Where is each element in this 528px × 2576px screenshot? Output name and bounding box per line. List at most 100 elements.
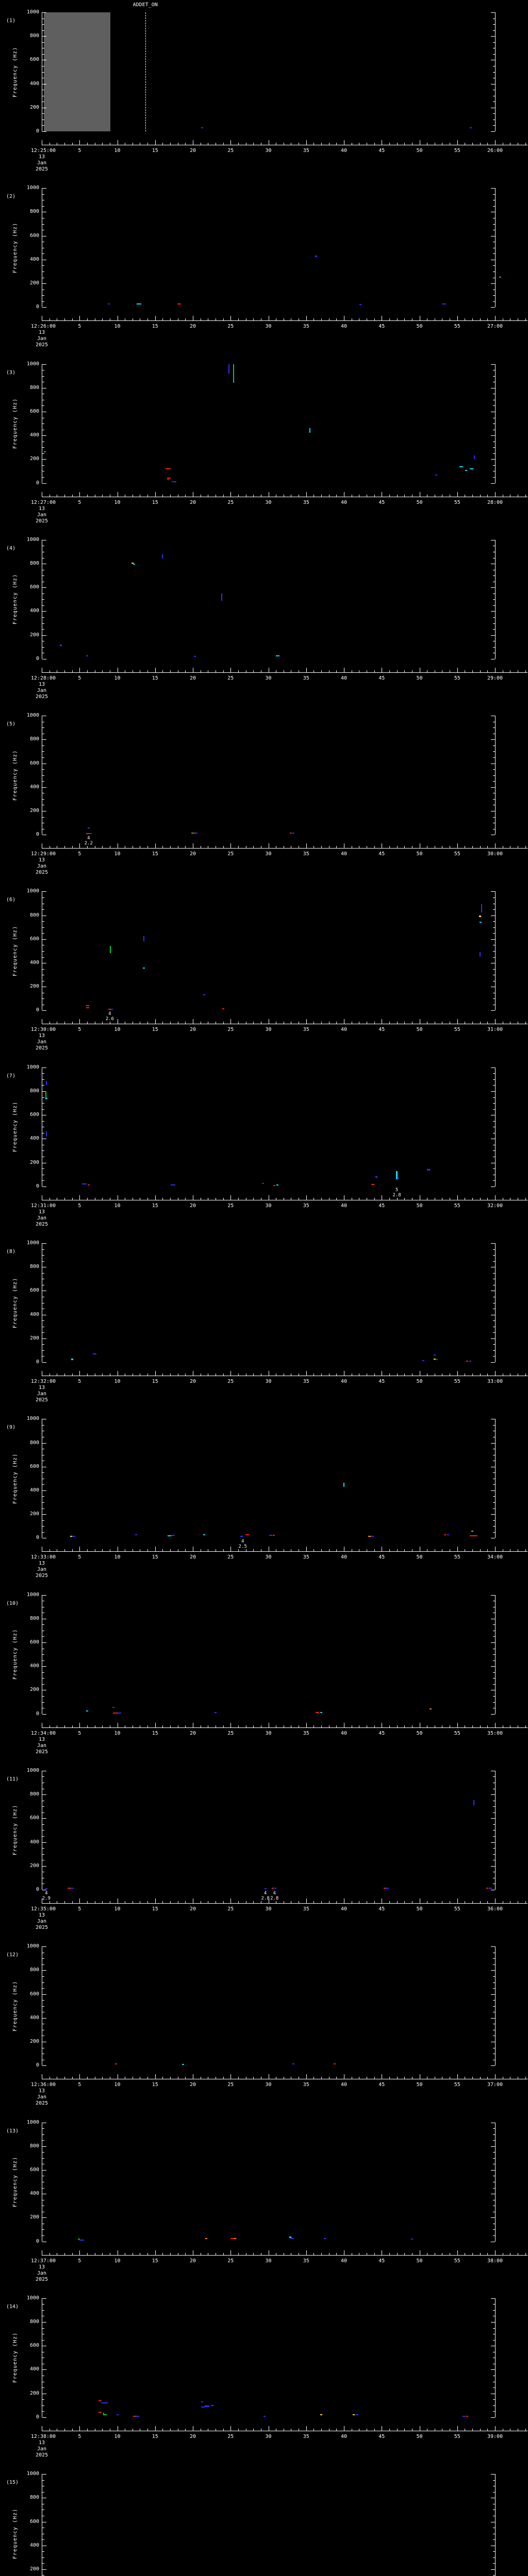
y-tick bbox=[493, 1484, 495, 1485]
x-tick bbox=[306, 1722, 307, 1727]
x-tick bbox=[306, 1195, 307, 1200]
x-tick bbox=[389, 846, 390, 849]
y-tick bbox=[42, 283, 46, 284]
y-tick bbox=[42, 113, 44, 114]
x-tick bbox=[472, 846, 473, 849]
x-tick bbox=[185, 494, 186, 497]
x-tick-label: 35 bbox=[303, 499, 309, 505]
x-tick-label: 35 bbox=[303, 148, 309, 154]
x-tick-label: 20 bbox=[189, 148, 196, 154]
y-tick bbox=[491, 1714, 495, 1715]
x-tick-label: 5 bbox=[78, 324, 81, 330]
event-mark bbox=[397, 1177, 399, 1179]
x-tick bbox=[525, 1374, 526, 1376]
x-tick-label: 25 bbox=[227, 324, 234, 330]
y-tick bbox=[493, 453, 495, 454]
x-tick bbox=[162, 846, 163, 849]
x-tick-label: 10 bbox=[114, 2433, 121, 2439]
y-tick-label: 0 bbox=[36, 1007, 39, 1013]
x-tick bbox=[147, 1549, 148, 1552]
y-tick bbox=[493, 769, 495, 770]
x-tick bbox=[525, 670, 526, 672]
y-tick bbox=[493, 1654, 495, 1655]
y-tick-label: 400 bbox=[29, 1136, 39, 1142]
y-tick bbox=[491, 1946, 495, 1947]
y-axis-title: Frequency (Hz) bbox=[12, 1805, 18, 1856]
x-tick bbox=[397, 2428, 398, 2431]
x-tick-label: 45 bbox=[378, 1906, 385, 1912]
x-tick bbox=[238, 318, 239, 321]
date-label: Jan bbox=[37, 1742, 47, 1749]
x-tick-label: 5 bbox=[78, 851, 81, 857]
y-tick bbox=[42, 939, 46, 940]
y-tick bbox=[42, 2188, 44, 2189]
y-tick bbox=[42, 101, 44, 103]
x-tick bbox=[253, 846, 254, 849]
x-tick bbox=[336, 1901, 337, 1903]
y-tick bbox=[42, 617, 44, 618]
x-tick bbox=[72, 318, 73, 321]
x-tick bbox=[306, 316, 307, 321]
x-tick bbox=[72, 2252, 73, 2255]
x-tick bbox=[495, 1722, 496, 1727]
y-tick bbox=[42, 2140, 44, 2141]
x-tick-label: 5 bbox=[78, 2082, 81, 2088]
x-tick bbox=[72, 143, 73, 145]
event-mark bbox=[221, 593, 222, 601]
event-mark bbox=[166, 468, 171, 469]
y-tick bbox=[42, 376, 44, 377]
x-tick bbox=[155, 1898, 156, 1903]
x-tick bbox=[397, 494, 398, 497]
x-tick bbox=[185, 1901, 186, 1903]
y-tick bbox=[493, 1836, 495, 1837]
x-tick bbox=[321, 846, 322, 849]
y-tick bbox=[491, 1595, 495, 1596]
event-mark bbox=[375, 1176, 377, 1178]
event-mark bbox=[45, 1888, 47, 1889]
y-tick bbox=[493, 1350, 495, 1351]
y-tick bbox=[42, 453, 44, 454]
x-tick bbox=[223, 1022, 224, 1024]
date-label: Jan bbox=[37, 863, 47, 870]
y-tick bbox=[493, 1806, 495, 1807]
y-axis-right bbox=[495, 891, 496, 1011]
x-tick bbox=[64, 1549, 65, 1552]
date-label: Jan bbox=[37, 336, 47, 342]
y-tick bbox=[493, 629, 495, 630]
event-mark bbox=[276, 655, 279, 656]
x-tick-label: 10 bbox=[114, 148, 121, 154]
x-tick-label: 50 bbox=[416, 1554, 423, 1561]
x-tick bbox=[155, 1019, 156, 1024]
event-mark bbox=[372, 1536, 374, 1537]
x-tick bbox=[480, 1725, 481, 1727]
x-tick-label: 45 bbox=[378, 1027, 385, 1033]
x-tick bbox=[397, 846, 398, 849]
y-tick-label: 200 bbox=[29, 807, 39, 814]
x-tick bbox=[238, 1374, 239, 1376]
y-tick bbox=[493, 1344, 495, 1345]
y-tick bbox=[42, 1472, 44, 1473]
y-tick bbox=[42, 799, 44, 800]
panel-label: (13) bbox=[6, 2128, 19, 2134]
y-tick bbox=[491, 2369, 495, 2370]
y-tick bbox=[42, 1806, 44, 1807]
x-tick-label: 10 bbox=[114, 2082, 121, 2088]
end-time-label: 26:00 bbox=[487, 148, 503, 154]
x-tick-label: 15 bbox=[152, 148, 158, 154]
y-tick bbox=[493, 1982, 495, 1983]
y-tick bbox=[42, 1502, 44, 1503]
y-tick bbox=[42, 1332, 44, 1333]
x-tick bbox=[480, 1197, 481, 1200]
x-tick bbox=[155, 2074, 156, 2079]
y-tick bbox=[42, 775, 44, 776]
x-tick bbox=[147, 670, 148, 672]
x-tick bbox=[238, 1197, 239, 1200]
event-mark bbox=[228, 364, 229, 374]
y-axis-title: Frequency (Hz) bbox=[12, 1277, 18, 1328]
x-tick bbox=[230, 316, 232, 321]
event-annotation-line1: 4 bbox=[273, 1890, 276, 1896]
y-tick bbox=[42, 188, 46, 189]
event-mark bbox=[459, 466, 463, 467]
x-tick bbox=[72, 670, 73, 672]
